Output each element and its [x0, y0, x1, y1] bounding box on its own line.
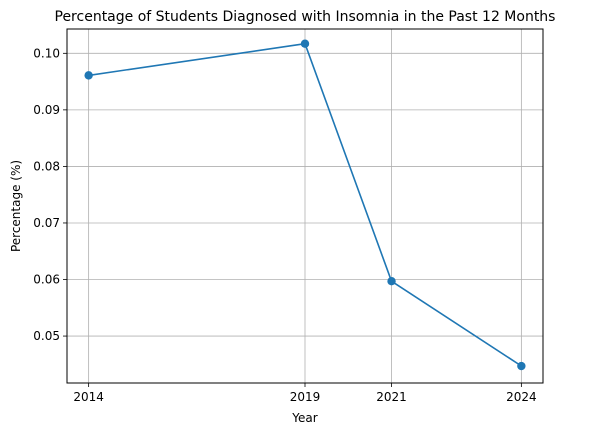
data-point — [517, 361, 526, 371]
y-tick-label: 0.06 — [33, 273, 60, 287]
x-axis-title: Year — [291, 411, 317, 425]
chart-title: Percentage of Students Diagnosed with In… — [55, 9, 556, 25]
x-tick-label: 2021 — [376, 390, 407, 404]
x-tick-label: 2019 — [290, 390, 321, 404]
grid-lines — [67, 29, 543, 383]
y-tick-label: 0.08 — [33, 159, 60, 173]
y-axis-title: Percentage (%) — [9, 160, 23, 252]
data-point — [300, 39, 310, 48]
x-tick-label: 2024 — [506, 390, 537, 404]
y-tick-label: 0.07 — [33, 216, 60, 230]
y-tick-label: 0.09 — [33, 103, 60, 117]
y-tick-label: 0.05 — [33, 329, 60, 343]
data-point — [387, 277, 396, 286]
series-line — [88, 42, 522, 367]
x-axis: 2014 2019 2021 2024 — [73, 383, 537, 404]
y-tick-label: 0.10 — [33, 46, 60, 60]
data-series — [84, 39, 526, 371]
y-axis: 0.05 0.06 0.07 0.08 0.09 0.10 — [33, 46, 67, 343]
x-tick-label: 2014 — [73, 390, 104, 404]
data-point — [84, 71, 93, 80]
